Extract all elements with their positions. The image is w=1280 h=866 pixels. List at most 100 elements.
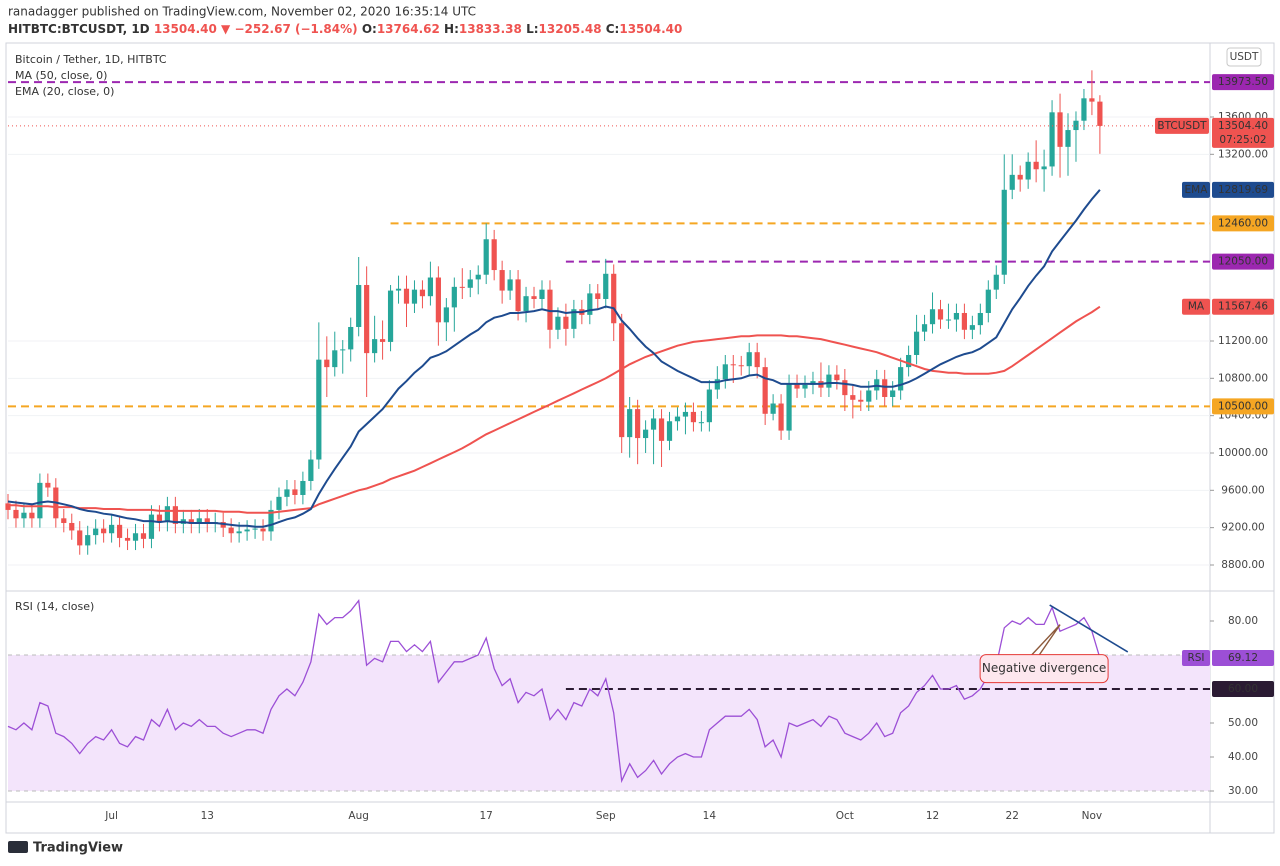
candle-body [491,239,497,271]
candle-body [124,537,131,541]
level-label: 13973.50 [1218,76,1268,88]
candle-body [236,531,242,534]
logo-icon [8,841,28,853]
candle-body [571,309,577,329]
trendline [1049,604,1129,653]
series-tag: MA [1188,301,1205,313]
candle-body [650,418,657,430]
candle-body [13,509,19,519]
series-last-label: 11567.46 [1218,301,1268,313]
candle-body [244,529,250,532]
y-tick-label: 11200.00 [1218,335,1268,347]
currency-button[interactable] [1226,47,1262,67]
candle-body [953,312,960,320]
candle-body [1009,174,1015,190]
candle-body [619,323,625,438]
candle-body [906,354,912,368]
candle-body [786,383,792,431]
candle-body [858,399,864,402]
candle-body [45,482,51,488]
candle-body [898,367,904,391]
candle-body [204,518,210,523]
rsi-title: RSI (14, close) [15,600,94,613]
level-label-box [1212,74,1274,91]
candle-body [627,409,633,438]
candle-body [316,359,322,460]
candle-body [467,279,473,288]
indicator-line [7,189,1101,528]
candle-body [459,286,465,288]
candle-body [1001,189,1007,275]
candle-body [674,416,681,422]
y-tick-label: 80.00 [1228,615,1258,627]
x-tick-label: Aug [348,810,369,822]
candle-body [101,528,107,534]
candle-body [850,395,856,400]
y-tick-label: 9200.00 [1221,522,1264,534]
candle-body [172,506,178,524]
candle-body [547,289,553,330]
series-tag-box [1182,649,1210,666]
h-val: 13833.38 [459,22,522,36]
candle-body [228,527,234,534]
y-tick-label: 30.00 [1228,785,1258,797]
candle-body [1017,174,1023,180]
series-last-label: 12819.69 [1218,184,1268,196]
annotation-arrow [1029,624,1061,658]
currency[interactable]: USDT [1230,51,1259,63]
level-label: 10500.00 [1218,400,1268,412]
candle-body [379,339,386,342]
candle-body [1089,98,1095,102]
candle-body [866,390,872,402]
x-tick-label: 12 [926,810,939,822]
annotation-box [979,654,1109,684]
candle-body [308,459,314,481]
candle-body [324,359,330,368]
candle-body [539,289,545,299]
candle-body [802,384,808,389]
candle-body [611,273,617,324]
candle-body [890,390,896,397]
candle-body [507,279,513,291]
candle-body [738,365,744,367]
x-tick-label: Nov [1082,810,1103,822]
y-tick-label: 40.00 [1228,751,1258,763]
candle-body [443,307,449,323]
candle-body [714,379,720,390]
c-val: 13504.40 [619,22,682,36]
level-label: 60.00 [1228,683,1258,695]
annotation: Negative divergence [982,661,1106,675]
candle-body [682,411,689,417]
candle-body [563,316,569,329]
candle-body [531,296,537,299]
series-tag: RSI [1187,652,1204,664]
change: ▼ −252.67 (−1.84%) [221,22,358,36]
series-tag: EMA [1185,184,1209,196]
candle-body [1041,166,1047,170]
candle-body [93,528,99,536]
candle-body [555,316,561,330]
candle-body [1049,112,1055,167]
candle-body [921,324,928,332]
candle-body [69,522,75,531]
candle-body [395,288,402,291]
candle-body [364,284,370,354]
candle-body [929,309,936,325]
candle-body [156,514,163,523]
y-tick-label: 9600.00 [1221,484,1264,496]
l-key: L: [526,22,538,36]
candle-body [993,274,999,290]
l-val: 13205.48 [539,22,602,36]
candle-body [21,512,27,519]
candle-body [730,364,736,366]
candle-body [658,418,665,441]
c-key: C: [606,22,620,36]
y-tick-label: 10800.00 [1218,372,1268,384]
candle-body [332,350,338,368]
candle-body [977,312,983,326]
h-key: H: [444,22,459,36]
candle-body [842,380,848,396]
candle-body [643,429,649,439]
series-tag-box [1182,181,1210,198]
candle-body [427,277,434,297]
